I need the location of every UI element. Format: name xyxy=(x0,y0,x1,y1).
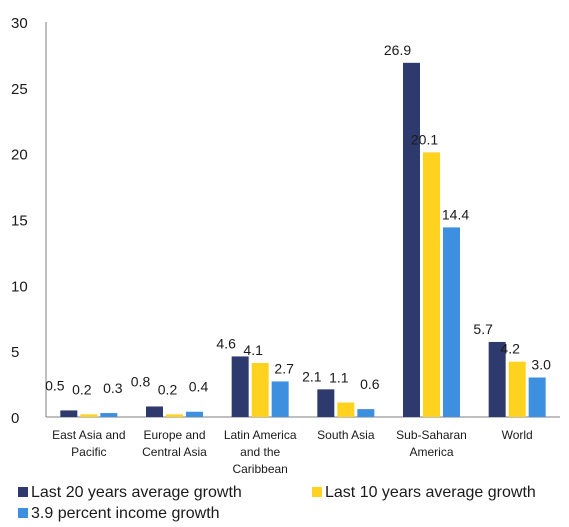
data-label: 0.3 xyxy=(103,380,123,396)
y-tick-label: 25 xyxy=(11,81,28,98)
bar xyxy=(271,381,289,417)
category-label: and the xyxy=(240,445,280,459)
bars xyxy=(60,62,546,418)
bar xyxy=(488,341,506,417)
data-label: 0.4 xyxy=(189,379,209,395)
category-label: Latin America xyxy=(224,428,297,442)
data-label: 1.1 xyxy=(329,370,349,386)
bar xyxy=(80,414,98,417)
category-label: Caribbean xyxy=(232,462,287,476)
data-label: 0.8 xyxy=(131,373,151,389)
data-label: 0.6 xyxy=(360,376,380,392)
bar xyxy=(186,411,203,417)
bar xyxy=(337,402,355,417)
data-label: 20.1 xyxy=(411,131,438,147)
data-label: 0.5 xyxy=(45,377,65,393)
legend-swatch xyxy=(18,508,28,518)
bar xyxy=(317,389,335,417)
y-tick-label: 10 xyxy=(11,278,28,295)
y-tick-label: 0 xyxy=(11,410,19,427)
axes: 0 5 10 15 20 25 30 xyxy=(11,15,560,427)
data-label: 4.1 xyxy=(243,342,263,358)
bar xyxy=(508,361,526,417)
data-label: 0.2 xyxy=(72,381,92,397)
data-label: 2.1 xyxy=(302,368,322,384)
category-label: South Asia xyxy=(317,428,375,442)
legend: Last 20 years average growth Last 10 year… xyxy=(18,484,536,522)
data-label: 26.9 xyxy=(384,42,411,58)
value-labels: 0.5 0.2 0.3 0.8 0.2 0.4 4.6 4.1 2.7 2.1 1.1 0.6 26.9… xyxy=(45,42,551,398)
category-label: Central Asia xyxy=(142,445,207,459)
data-label: 4.2 xyxy=(500,341,520,357)
bar xyxy=(443,227,460,417)
bar xyxy=(166,414,183,417)
bar xyxy=(423,152,440,417)
bar xyxy=(146,406,163,417)
bar xyxy=(251,363,269,417)
category-label: East Asia and xyxy=(52,428,125,442)
legend-label: 3.9 percent income growth xyxy=(31,505,220,522)
category-label: Pacific xyxy=(71,445,106,459)
bar xyxy=(357,409,375,417)
data-label: 14.4 xyxy=(442,206,469,222)
data-label: 3.0 xyxy=(531,357,551,373)
y-tick-label: 30 xyxy=(11,15,28,32)
legend-label: Last 20 years average growth xyxy=(31,484,242,501)
data-label: 2.7 xyxy=(274,360,294,376)
y-tick-label: 20 xyxy=(11,147,28,164)
legend-swatch xyxy=(312,487,322,497)
bar xyxy=(231,356,249,417)
bar xyxy=(528,377,546,417)
legend-swatch xyxy=(18,487,28,497)
legend-label: Last 10 years average growth xyxy=(325,484,536,501)
data-label: 4.6 xyxy=(216,335,236,351)
y-tick-label: 15 xyxy=(11,213,28,230)
bar xyxy=(100,413,118,417)
bar xyxy=(403,62,420,418)
category-label: Sub-Saharan xyxy=(396,428,467,442)
category-label: America xyxy=(409,445,453,459)
data-label: 0.2 xyxy=(158,381,178,397)
data-label: 5.7 xyxy=(473,321,493,337)
category-labels: East Asia and Pacific Europe and Central As… xyxy=(52,428,533,476)
category-label: World xyxy=(502,428,533,442)
bar xyxy=(60,410,78,417)
y-tick-label: 5 xyxy=(11,344,19,361)
category-label: Europe and xyxy=(143,428,205,442)
